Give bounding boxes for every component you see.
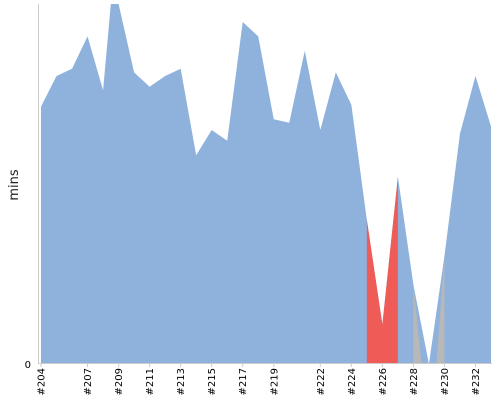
x-tick-label: #217 (238, 368, 249, 395)
x-tick-label: #224 (347, 368, 358, 395)
x-tick-label: #222 (316, 368, 327, 395)
aborted-build-wedge (436, 256, 445, 364)
x-tick-label: #207 (83, 368, 94, 395)
x-tick-label: #232 (471, 368, 482, 395)
failed-builds-area (366, 176, 398, 364)
plot-area (41, 4, 491, 364)
x-tick-label: #219 (269, 368, 280, 395)
x-tick-label: #228 (409, 368, 420, 395)
x-tick-label: #211 (145, 368, 156, 395)
x-tick-label: #213 (176, 368, 187, 395)
x-tick-label: #226 (378, 368, 389, 395)
x-tick-label: #209 (114, 368, 125, 395)
y-tick-label: 0 (25, 360, 31, 371)
x-tick-labels: #204 #207 #209 #211 #213 #215 #217 #219 #222 #224… (37, 364, 482, 395)
x-tick-label: #204 (37, 368, 48, 395)
y-axis-label: mins (7, 169, 22, 201)
series-area (41, 4, 491, 364)
x-tick-label: #230 (440, 368, 451, 395)
aborted-build-wedge (413, 284, 422, 364)
x-tick-label: #215 (207, 368, 218, 395)
